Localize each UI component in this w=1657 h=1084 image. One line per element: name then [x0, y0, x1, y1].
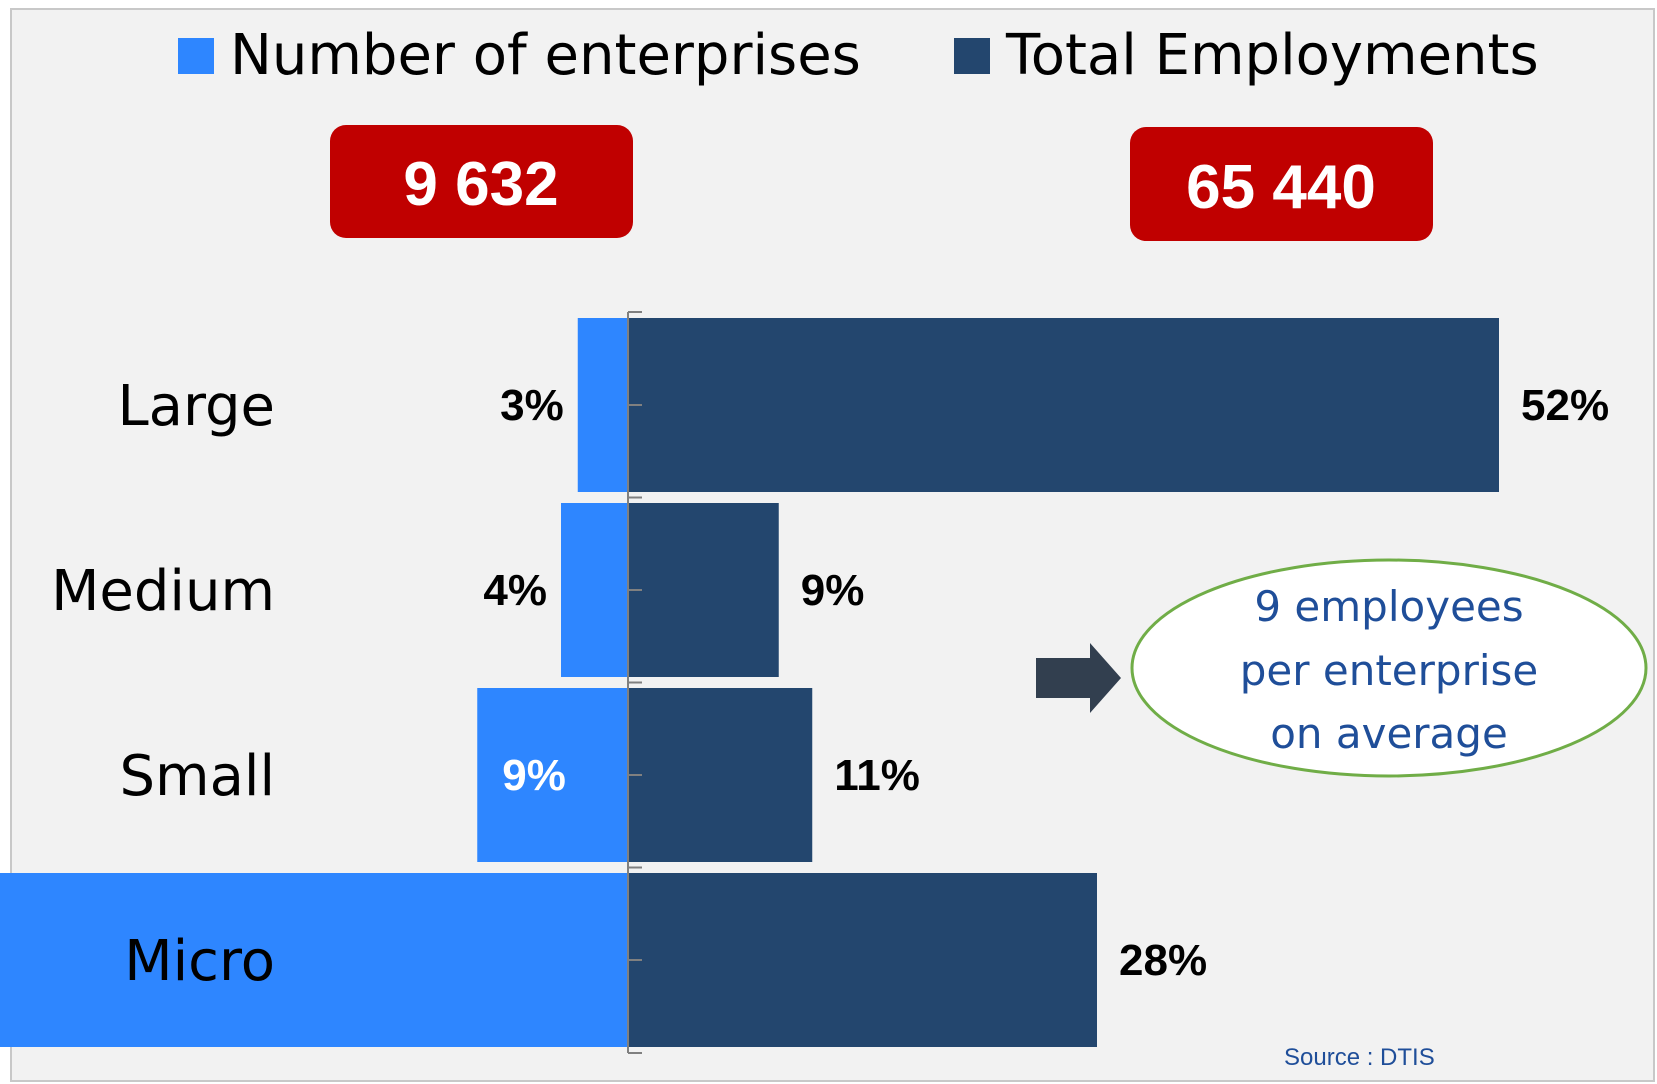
value-label-employments-large: 52%	[1521, 381, 1609, 430]
legend-label-enterprises: Number of enterprises	[230, 23, 861, 88]
labels-layer: Large3%52%Medium4%9%Small9%11%Micro84%28…	[51, 374, 1609, 994]
axis-layer	[627, 311, 642, 1054]
category-label-micro: Micro	[124, 929, 275, 994]
legend-swatch-enterprises	[178, 38, 214, 74]
bar-employments-micro	[628, 873, 1097, 1047]
source-note: Source : DTIS	[1284, 1044, 1435, 1071]
callout-bubble: 9 employees per enterprise on average	[1130, 558, 1648, 778]
callout-line-3: on average	[1270, 709, 1508, 758]
legend-label-employments: Total Employments	[1005, 23, 1539, 88]
category-label-large: Large	[117, 374, 275, 439]
callout-line-1: 9 employees	[1254, 582, 1523, 631]
bar-employments-large	[628, 318, 1499, 492]
bar-enterprises-medium	[561, 503, 628, 677]
value-label-employments-micro: 28%	[1119, 936, 1207, 985]
legend-swatch-employments	[954, 38, 990, 74]
bar-employments-medium	[628, 503, 779, 677]
bar-enterprises-large	[577, 318, 628, 492]
bars-layer	[0, 318, 1499, 1047]
total-employments-background	[1130, 127, 1433, 241]
value-label-enterprises-large: 3%	[500, 381, 564, 430]
total-employments-value: 65 440	[1186, 153, 1376, 222]
bar-enterprises-small	[477, 688, 628, 862]
total-enterprises-value: 9 632	[403, 150, 558, 219]
total-enterprises-box: 9 632	[330, 125, 633, 238]
category-label-medium: Medium	[51, 559, 275, 624]
value-label-employments-small: 11%	[834, 751, 920, 800]
category-label-small: Small	[119, 744, 275, 809]
bar-enterprises-micro	[0, 873, 628, 1047]
right-arrow-icon	[1036, 643, 1121, 713]
bar-employments-small	[628, 688, 813, 862]
callout-ellipse	[1130, 558, 1648, 778]
callout-arrow	[1036, 643, 1121, 713]
legend: Number of enterprises Total Employments	[178, 23, 1539, 88]
value-label-enterprises-medium: 4%	[483, 566, 547, 615]
total-employments-box: 65 440	[1130, 127, 1433, 241]
value-label-employments-medium: 9%	[801, 566, 865, 615]
callout-line-2: per enterprise	[1240, 646, 1538, 695]
value-label-enterprises-small: 9%	[502, 751, 566, 800]
total-enterprises-background	[330, 125, 633, 238]
